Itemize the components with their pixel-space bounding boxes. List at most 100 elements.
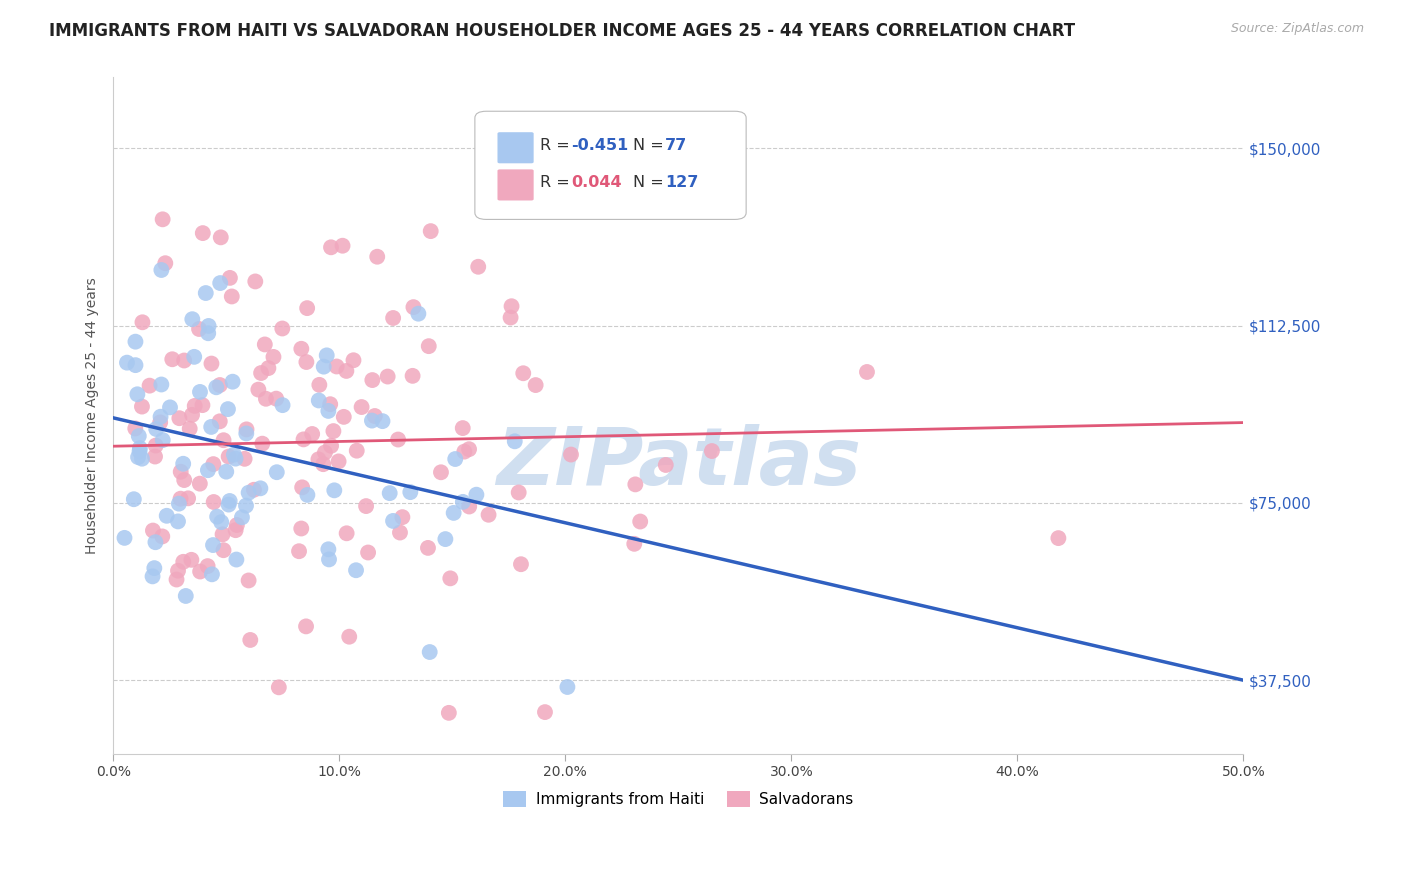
Point [114,531,136,545]
Point [225,523,247,537]
Point [128,429,150,443]
Point [122,492,145,507]
Point [292,433,315,447]
Point [319,439,342,453]
Point [233,451,256,466]
Text: R =: R = [540,137,575,153]
Text: ZIPatlas: ZIPatlas [496,424,860,502]
Point [200,357,222,371]
Point [623,537,645,551]
Point [167,497,190,511]
Point [155,256,177,270]
Point [312,359,335,374]
Point [382,514,405,528]
Text: Source: ZipAtlas.com: Source: ZipAtlas.com [1230,22,1364,36]
Point [416,541,439,555]
Point [512,366,534,380]
Point [143,450,166,464]
Point [181,408,204,422]
Point [212,543,235,558]
Point [477,508,499,522]
Point [361,414,384,428]
Point [131,400,153,414]
Point [243,483,266,497]
Point [145,439,167,453]
Point [131,315,153,329]
Point [391,510,413,524]
Point [318,542,340,557]
Point [254,392,277,406]
Point [419,645,441,659]
Point [188,322,211,336]
Point [264,392,287,406]
Point [364,409,387,423]
Point [247,383,270,397]
Point [295,619,318,633]
Point [337,630,360,644]
Point [181,312,204,326]
Point [308,377,330,392]
Point [318,552,340,566]
Point [183,399,205,413]
Point [560,448,582,462]
Point [145,535,167,549]
Point [149,416,172,430]
Point [451,421,474,435]
Point [191,226,214,240]
Point [335,364,357,378]
Point [245,275,267,289]
Point [225,552,247,566]
Point [235,499,257,513]
Text: -0.451: -0.451 [571,137,628,153]
Point [510,558,533,572]
Point [253,337,276,351]
Point [212,434,235,448]
Point [266,465,288,479]
Text: R =: R = [540,176,575,190]
Point [172,555,194,569]
Point [127,387,149,401]
Y-axis label: Householder Income Ages 25 - 44 years: Householder Income Ages 25 - 44 years [86,277,100,554]
Point [219,271,242,285]
Point [169,411,191,425]
Point [333,409,356,424]
Point [371,414,394,428]
Point [177,491,200,506]
Point [152,433,174,447]
Point [290,342,312,356]
Point [221,289,243,303]
Point [308,393,330,408]
Point [319,397,342,411]
Point [288,544,311,558]
Point [156,508,179,523]
Point [218,450,240,464]
Point [328,454,350,468]
Point [115,356,138,370]
Point [503,434,526,449]
Point [209,230,232,244]
Point [152,212,174,227]
Point [197,463,219,477]
Text: 77: 77 [665,137,688,153]
Point [307,452,329,467]
Point [169,491,191,506]
Point [202,538,225,552]
Point [127,450,149,464]
Legend: Immigrants from Haiti, Salvadorans: Immigrants from Haiti, Salvadorans [498,785,859,814]
Point [382,310,405,325]
Point [191,398,214,412]
Point [624,477,647,491]
Point [336,526,359,541]
Point [201,567,224,582]
Point [197,559,219,574]
Point [628,515,651,529]
Point [209,515,232,529]
Point [557,680,579,694]
Point [197,318,219,333]
Point [312,457,335,471]
Point [655,458,678,472]
Point [128,444,150,458]
Point [439,571,461,585]
Point [131,451,153,466]
Point [143,561,166,575]
